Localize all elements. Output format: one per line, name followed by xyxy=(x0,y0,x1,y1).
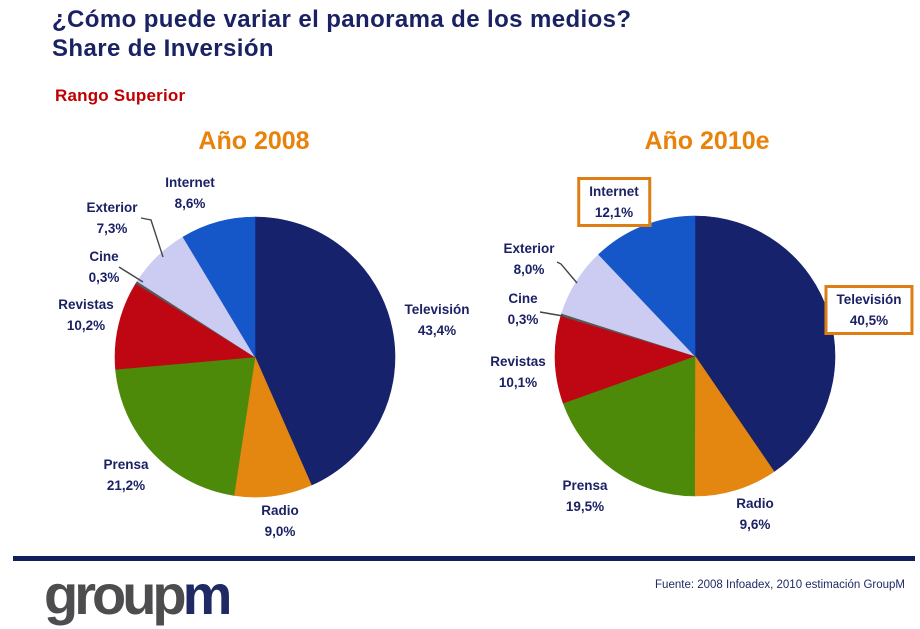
pie-slice-año-2008-televisión xyxy=(254,216,396,486)
label-value: 7,3% xyxy=(96,221,128,236)
label-2010e-prensa: Prensa 19,5% xyxy=(562,475,607,517)
label-2008-exterior: Exterior 7,3% xyxy=(86,197,137,239)
label-name: Radio xyxy=(261,503,299,518)
logo-text-group: group xyxy=(44,563,187,626)
label-value: 10,2% xyxy=(66,318,106,333)
label-name: Prensa xyxy=(103,457,149,472)
label-2010e-television-highlighted: Televisión 40,5% xyxy=(824,285,914,335)
label-leader-line xyxy=(539,311,564,317)
label-2008-radio: Radio 9,0% xyxy=(261,500,299,542)
logo-text-m: m xyxy=(182,563,233,626)
label-value: 19,5% xyxy=(565,499,605,514)
label-2010e-exterior: Exterior 8,0% xyxy=(503,238,554,280)
pie-slice-año-2008-internet xyxy=(182,216,256,359)
page-title: ¿Cómo puede variar el panorama de los me… xyxy=(52,5,631,63)
label-2008-internet: Internet 8,6% xyxy=(165,172,215,214)
label-value: 0,3% xyxy=(507,312,539,327)
pie-slice-año-2010e-prensa xyxy=(562,355,696,497)
label-name: Radio xyxy=(736,496,774,511)
label-2010e-radio: Radio 9,6% xyxy=(736,493,774,535)
label-leader-line xyxy=(556,261,578,284)
label-value: 9,6% xyxy=(739,517,771,532)
groupm-logo: groupm xyxy=(44,567,232,623)
label-leader-line xyxy=(140,217,164,258)
page-title-line2: Share de Inversión xyxy=(52,35,274,62)
label-name: Televisión xyxy=(836,292,902,307)
label-2010e-revistas: Revistas 10,1% xyxy=(490,351,546,393)
label-name: Prensa xyxy=(562,478,608,493)
range-subtitle: Rango Superior xyxy=(55,86,186,105)
pie-slice-año-2008-radio xyxy=(233,355,312,498)
label-2010e-internet-highlighted: Internet 12,1% xyxy=(577,177,651,227)
label-value: 40,5% xyxy=(849,313,889,328)
pie-slice-año-2010e-radio xyxy=(694,355,775,497)
label-2008-cine: Cine 0,3% xyxy=(89,246,120,288)
pie-slice-año-2008-revistas xyxy=(114,283,256,370)
label-name: Internet xyxy=(165,175,215,190)
label-2008-revistas: Revistas 10,2% xyxy=(58,294,114,336)
label-name: Cine xyxy=(508,291,538,306)
label-value: 8,0% xyxy=(513,262,545,277)
label-leader-line xyxy=(118,266,144,283)
pie-slice-año-2010e-revistas xyxy=(554,315,696,404)
label-name: Revistas xyxy=(490,354,546,369)
label-value: 12,1% xyxy=(594,205,634,220)
label-value: 10,1% xyxy=(498,375,538,390)
label-name: Cine xyxy=(89,249,119,264)
footer-divider xyxy=(13,556,915,561)
label-2010e-cine: Cine 0,3% xyxy=(508,288,539,330)
label-name: Revistas xyxy=(58,297,114,312)
label-value: 21,2% xyxy=(106,478,146,493)
label-value: 8,6% xyxy=(174,196,206,211)
label-name: Exterior xyxy=(86,200,138,215)
chart-title-2010e: Año 2010e xyxy=(644,127,770,155)
label-name: Internet xyxy=(589,184,639,199)
label-name: Televisión xyxy=(404,302,470,317)
source-note: Fuente: 2008 Infoadex, 2010 estimación G… xyxy=(655,579,905,591)
page-title-line1: ¿Cómo puede variar el panorama de los me… xyxy=(52,6,632,33)
label-value: 9,0% xyxy=(264,524,296,539)
label-2008-television: Televisión 43,4% xyxy=(404,299,469,341)
label-2008-prensa: Prensa 21,2% xyxy=(103,454,148,496)
label-value: 0,3% xyxy=(88,270,120,285)
label-value: 43,4% xyxy=(417,323,457,338)
pie-slice-año-2008-prensa xyxy=(115,356,256,496)
chart-title-2008: Año 2008 xyxy=(198,127,310,155)
label-name: Exterior xyxy=(503,241,555,256)
